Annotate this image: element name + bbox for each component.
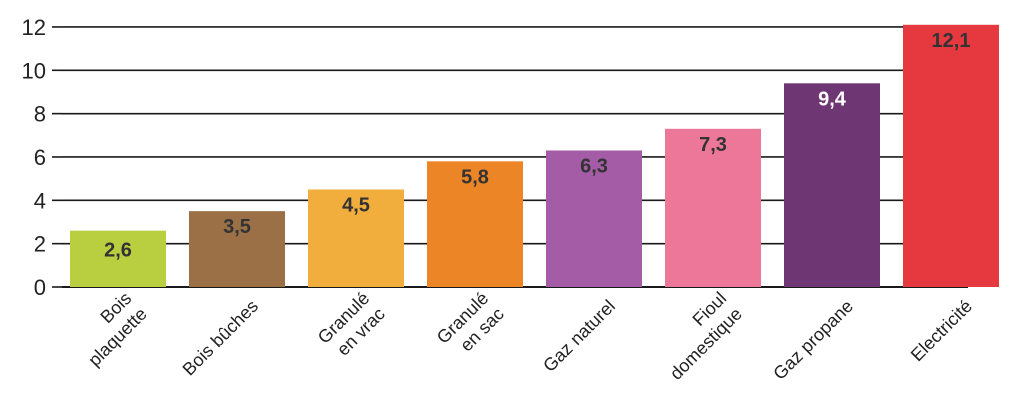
x-tick-label: Gaz naturel <box>539 296 619 376</box>
bar-value-label: 12,1 <box>932 30 971 52</box>
bar <box>189 211 285 287</box>
bar <box>308 189 404 287</box>
bar <box>546 150 642 287</box>
y-tick-label: 4 <box>34 188 46 213</box>
x-tick-label: Bois bûches <box>179 296 262 379</box>
bar-value-label: 2,6 <box>104 240 132 262</box>
x-tick-label-line: Bois bûches <box>179 296 262 379</box>
x-tick-label-line: Gaz propane <box>769 296 857 384</box>
y-tick-label: 12 <box>22 15 46 40</box>
y-tick-label: 6 <box>34 145 46 170</box>
bar-value-label: 7,3 <box>699 134 727 156</box>
y-axis: 0 2 4 6 8 10 12 <box>22 15 62 300</box>
bar-value-label: 5,8 <box>461 166 489 188</box>
x-tick-label-line: Gaz naturel <box>539 296 619 376</box>
bar-value-label: 4,5 <box>342 194 370 216</box>
bars <box>70 24 999 287</box>
x-tick-label-line: Electricité <box>907 296 976 365</box>
bar <box>70 230 166 287</box>
y-tick-label: 0 <box>34 275 46 300</box>
bar <box>903 24 999 287</box>
bar-value-label: 6,3 <box>580 155 608 177</box>
bar <box>784 83 880 287</box>
value-labels: 2,6 3,5 4,5 5,8 6,3 7,3 9,4 12,1 <box>104 30 970 262</box>
bar-value-label: 9,4 <box>818 88 847 110</box>
bar-value-label: 3,5 <box>223 216 251 238</box>
y-tick-label: 10 <box>22 58 46 83</box>
y-tick-label: 2 <box>34 232 46 257</box>
bar <box>665 128 761 287</box>
y-tick-label: 8 <box>34 102 46 127</box>
x-tick-label: Electricité <box>907 296 976 365</box>
x-tick-label: Gaz propane <box>769 296 857 384</box>
bar <box>427 161 523 287</box>
